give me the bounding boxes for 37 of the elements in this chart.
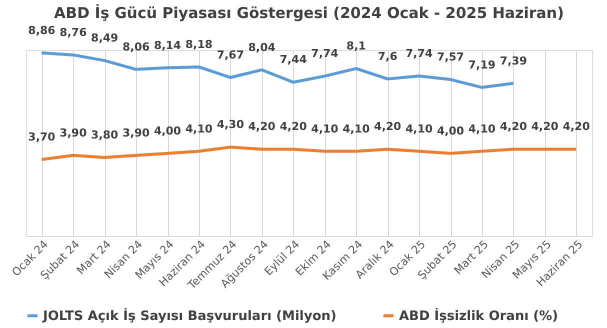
data-label: 4,20	[374, 120, 402, 134]
data-label: 7,74	[311, 47, 339, 60]
data-label: 4,30	[216, 118, 244, 132]
data-label: 7,67	[216, 48, 244, 62]
data-label: 3,80	[91, 128, 119, 142]
data-label: 4,20	[500, 120, 528, 134]
data-label: 7,19	[468, 58, 496, 72]
data-label: 7,39	[500, 54, 527, 68]
data-label: 4,20	[280, 120, 308, 134]
data-label: 8,1	[346, 40, 366, 53]
data-label: 4,10	[342, 122, 370, 136]
data-label: 8,04	[248, 40, 276, 54]
data-label: 7,6	[378, 50, 398, 63]
data-label: 3,90	[122, 126, 150, 140]
data-label: 7,74	[405, 47, 433, 60]
data-label: 4,20	[562, 120, 590, 134]
legend-label: JOLTS Açık İş Sayısı Başvuruları (Milyon)	[42, 306, 336, 324]
data-label: 3,70	[28, 130, 56, 144]
data-label: 8,76	[60, 26, 88, 39]
data-label: 8,18	[185, 38, 213, 51]
legend-label: ABD İşsizlik Oranı (%)	[399, 306, 558, 324]
data-label: 4,10	[405, 122, 433, 136]
data-label: 4,10	[185, 122, 213, 136]
data-label: 4,10	[468, 122, 496, 136]
data-label: 8,86	[28, 24, 56, 37]
data-label: 4,20	[531, 120, 559, 134]
data-label: 4,20	[248, 120, 276, 134]
chart-title: ABD İş Gücü Piyasası Göstergesi (2024 Ocak - 2025 Haziran)	[54, 4, 564, 22]
data-label: 7,57	[436, 50, 464, 64]
data-label: 7,44	[280, 53, 308, 66]
data-label: 4,00	[436, 124, 464, 138]
data-label: 4,00	[154, 124, 182, 138]
data-label: 8,14	[154, 38, 182, 52]
data-label: 8,06	[122, 40, 150, 54]
data-label: 8,49	[91, 32, 118, 45]
data-label: 3,90	[60, 126, 88, 140]
data-label: 4,10	[311, 122, 339, 136]
